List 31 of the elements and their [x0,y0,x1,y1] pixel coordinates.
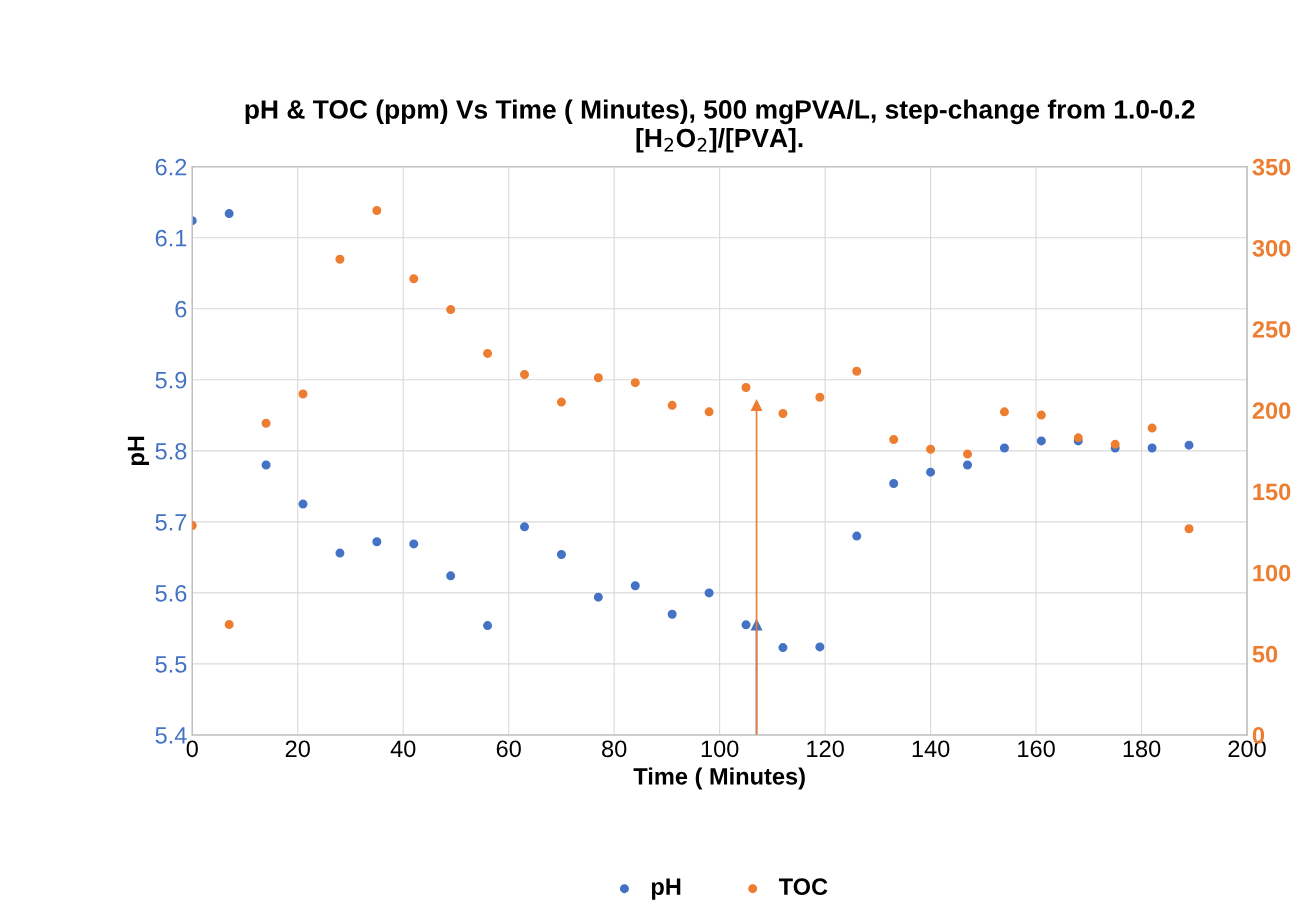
y2-tick-label: 250 [1252,321,1291,338]
x-tick-label: 140 [912,740,950,758]
y-tick-label: 5.5 [155,656,187,673]
x-tick-label: 60 [496,740,521,758]
y-tick-label: 6.2 [155,158,187,176]
x-tick-label: 20 [285,740,310,758]
x-tick-label: 160 [1018,740,1055,758]
y-tick-label: 5.4 [155,727,187,744]
y-axis-title: pH [127,436,150,466]
y2-tick-label: 200 [1252,402,1291,420]
y-tick-label: 5.9 [155,371,187,389]
legend-label: pH [651,878,681,900]
y2-tick-label: 100 [1253,564,1291,582]
y-tick-label: 5.8 [155,442,187,460]
chart-title: pH & TOC (ppm) Vs Time ( Minutes), 500 mgPVA/L, step-change from 1.0-0.2 [H$_{2}$O$_{2}$]/[PVA]. [245,99,1195,153]
x-tick-label: 80 [602,740,627,758]
y-tick-label: 6.1 [155,229,187,247]
x-tick-label: 0 [186,740,198,758]
x-tick-label: 180 [1123,740,1161,758]
y2-tick-label: 50 [1252,645,1278,663]
y-tick-label: 5.7 [155,514,187,531]
y2-tick-label: 150 [1253,483,1291,501]
x-axis-title: Time ( Minutes) [633,767,805,790]
y2-tick-label: 300 [1252,239,1291,257]
x-tick-label: 100 [701,740,739,758]
y-tick-label: 5.6 [155,584,187,602]
y2-tick-label: 350 [1252,158,1291,176]
legend-label: TOC [778,878,828,896]
x-tick-label: 40 [390,740,416,758]
x-tick-label: 120 [807,740,844,758]
y-tick-label: 6 [175,300,187,318]
